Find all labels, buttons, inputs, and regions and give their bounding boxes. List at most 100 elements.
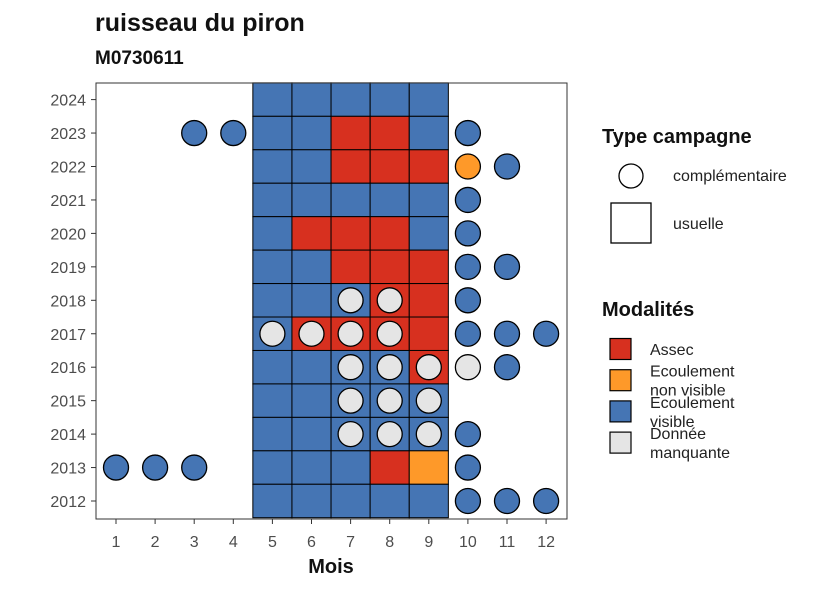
x-tick-label-10: 10	[459, 534, 477, 551]
y-tick-label-2020: 2020	[50, 226, 86, 243]
point-2018-8	[376, 287, 403, 314]
point-2014-8	[376, 420, 403, 448]
point-2022-10	[454, 153, 482, 180]
cell-2022-8	[369, 149, 410, 184]
cell-2021-7	[330, 182, 371, 218]
cell-2018-5	[252, 283, 293, 318]
point-2016-11	[493, 354, 521, 381]
point-2021-10	[454, 186, 482, 214]
point-2017-6	[298, 320, 325, 347]
point-2017-11	[493, 320, 521, 347]
cell-2012-7	[330, 483, 371, 519]
cell-2022-7	[330, 149, 371, 184]
cell-2016-5	[252, 349, 293, 385]
cell-2024-5	[252, 82, 293, 117]
cell-2020-5	[252, 216, 293, 251]
legend-complementaire-label: complémentaire	[673, 168, 787, 185]
cell-2017-9	[408, 316, 449, 351]
y-axis: 2012 2013 2014 2015 2016 2017 2018 2019 2020 2021…	[50, 93, 96, 511]
cell-2013-6	[291, 450, 332, 485]
y-tick-label-2016: 2016	[50, 360, 86, 377]
cell-2012-6	[291, 483, 332, 519]
legend-modalites-title: Modalités	[602, 299, 694, 321]
cell-2023-7	[330, 115, 371, 151]
cell-2016-6	[291, 349, 332, 385]
legend-swatch-assec	[609, 337, 632, 361]
x-tick-label-5: 5	[268, 534, 277, 551]
plot-border	[95, 82, 568, 520]
legend-swatch-ecoulement-visible	[609, 400, 632, 423]
x-tick-label-3: 3	[190, 534, 199, 551]
cell-2022-5	[252, 149, 293, 184]
point-2018-7	[337, 287, 364, 314]
cell-2015-5	[252, 383, 293, 418]
complementaire-points	[102, 119, 560, 515]
point-2020-10	[454, 220, 482, 247]
cell-2023-8	[369, 115, 410, 151]
legend-square-symbol	[610, 202, 652, 244]
cell-2022-9	[408, 149, 449, 184]
x-axis-title: Mois	[308, 556, 354, 578]
cell-2012-9	[408, 483, 449, 519]
legend-modalites: Modalités Assec Ecoulement non visibleEcou…	[602, 299, 735, 462]
cell-2021-8	[369, 182, 410, 218]
point-2013-2	[141, 454, 169, 481]
point-2022-11	[493, 153, 521, 180]
point-2016-9	[415, 354, 442, 381]
point-2016-8	[376, 354, 403, 381]
point-2019-10	[454, 253, 482, 281]
legend-swatch-donnee-manquante	[609, 431, 632, 454]
x-tick-label-11: 11	[499, 534, 516, 551]
y-tick-label-2022: 2022	[50, 160, 86, 177]
point-2013-1	[102, 454, 130, 481]
point-2023-10	[454, 119, 482, 147]
cell-2020-7	[330, 216, 371, 251]
cell-2022-6	[291, 149, 332, 184]
chart-subtitle: M0730611	[95, 48, 184, 69]
legend-label-ecoulement-non-visible: Ecoulement non visible	[650, 364, 735, 400]
cell-2013-7	[330, 450, 371, 485]
cell-2021-9	[408, 182, 449, 218]
cell-2013-5	[252, 450, 293, 485]
cell-2019-9	[408, 249, 449, 285]
cell-2019-7	[330, 249, 371, 285]
chart-title: ruisseau du piron	[95, 9, 305, 37]
point-2013-10	[454, 454, 482, 481]
y-tick-label-2014: 2014	[50, 427, 86, 444]
point-2019-11	[493, 253, 521, 281]
cell-2019-5	[252, 249, 293, 285]
legend-swatch-ecoulement-non-visible	[609, 369, 632, 392]
point-2017-8	[376, 320, 403, 347]
x-tick-label-2: 2	[151, 534, 160, 551]
point-2016-7	[337, 354, 364, 381]
cell-2018-6	[291, 283, 332, 318]
point-2016-10	[454, 354, 482, 381]
point-2014-9	[415, 420, 442, 448]
point-2017-5	[259, 320, 286, 347]
legend-circle-symbol	[618, 163, 644, 189]
cell-2012-8	[369, 483, 410, 519]
point-2012-12	[532, 487, 560, 515]
legend-label-assec: Assec	[650, 342, 694, 359]
cell-2021-6	[291, 182, 332, 218]
point-2015-7	[337, 387, 364, 414]
y-tick-label-2023: 2023	[50, 126, 86, 143]
point-2023-4	[220, 119, 247, 147]
cell-2024-7	[330, 82, 371, 117]
point-2017-7	[337, 320, 364, 347]
x-tick-label-7: 7	[346, 534, 355, 551]
cell-2021-5	[252, 182, 293, 218]
cell-2024-6	[291, 82, 332, 117]
cell-2023-5	[252, 115, 293, 151]
x-axis: 1 2 3 4 5 6 7 8 9 10 11 12	[112, 519, 555, 551]
point-2012-11	[493, 487, 521, 515]
cell-2014-5	[252, 416, 293, 452]
y-tick-label-2015: 2015	[50, 394, 86, 411]
point-2017-12	[532, 320, 560, 347]
y-tick-label-2021: 2021	[50, 193, 86, 210]
point-2014-10	[454, 420, 482, 448]
x-tick-label-9: 9	[424, 534, 433, 551]
cell-2020-8	[369, 216, 410, 251]
cell-2013-8	[369, 450, 410, 485]
